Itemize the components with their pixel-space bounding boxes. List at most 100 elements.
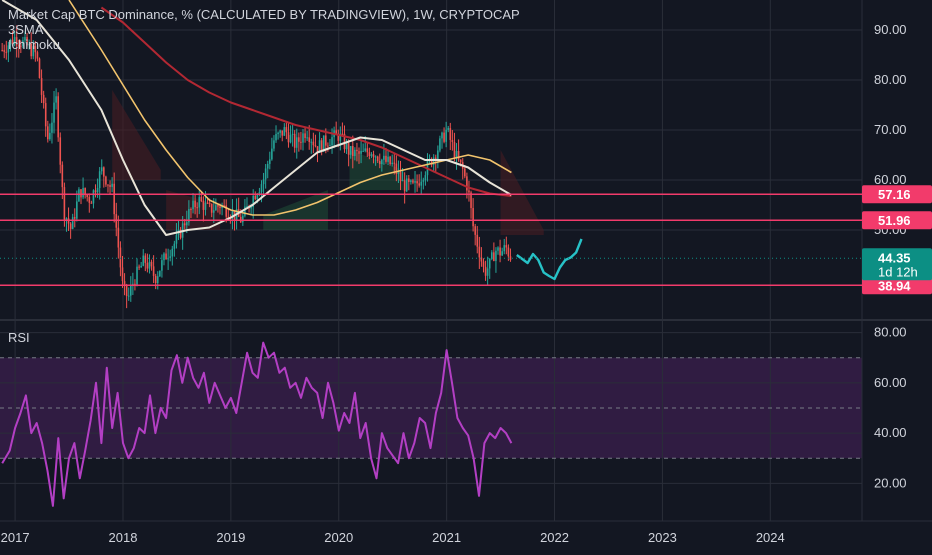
candle-body — [20, 45, 22, 47]
level-badge-51.96 — [862, 211, 932, 230]
candle — [107, 184, 109, 193]
candle — [368, 147, 371, 160]
rsi-legend[interactable]: RSI — [8, 330, 30, 345]
candle — [86, 194, 89, 202]
indicator-sma[interactable]: 3SMA — [8, 22, 44, 37]
chart-title[interactable]: Market Cap BTC Dominance, % (CALCULATED … — [8, 7, 520, 22]
candle — [308, 125, 311, 150]
candle — [127, 287, 130, 301]
candle — [73, 208, 76, 228]
candle-body — [482, 261, 485, 267]
candle-body — [84, 188, 86, 196]
candle — [302, 129, 304, 151]
candle-body — [165, 253, 167, 260]
candle-body — [374, 156, 377, 158]
candle — [295, 128, 298, 159]
candle-body — [144, 255, 147, 263]
candle — [264, 164, 267, 189]
candle-body — [289, 134, 292, 143]
candle-body — [383, 155, 385, 160]
y-tick-80.00: 80.00 — [874, 72, 907, 87]
candle — [123, 273, 126, 296]
x-tick-2020: 2020 — [324, 530, 353, 545]
candle — [486, 256, 489, 285]
candle — [173, 240, 176, 257]
candle-body — [103, 167, 105, 177]
candle-body — [109, 185, 111, 187]
candle-body — [22, 40, 24, 47]
candle — [381, 158, 383, 172]
candle — [84, 187, 86, 199]
candle-body — [3, 50, 6, 52]
candle-body — [434, 157, 437, 161]
candle-body — [150, 261, 153, 267]
candle-body — [71, 217, 74, 229]
candle-body — [98, 171, 101, 188]
candle-body — [389, 156, 391, 165]
candle — [385, 147, 387, 164]
candle — [175, 223, 178, 249]
level-badge-38.94 — [862, 276, 932, 295]
candle — [505, 236, 508, 255]
candle-body — [457, 151, 460, 160]
candle — [121, 255, 124, 288]
candle-body — [80, 189, 82, 198]
candle-body — [146, 262, 149, 269]
candle-body — [300, 141, 302, 143]
candle-body — [125, 284, 128, 296]
candle-body — [30, 43, 33, 57]
candle — [51, 113, 53, 144]
candle — [1, 42, 3, 52]
candle-body — [391, 162, 394, 165]
candle-body — [244, 206, 246, 216]
candle — [271, 137, 273, 161]
indicator-ichimoku[interactable]: Ichimoku — [8, 37, 61, 52]
candle-body — [486, 268, 489, 276]
candle-body — [107, 184, 109, 186]
candle-body — [156, 276, 159, 284]
candle — [501, 247, 503, 257]
candle-body — [320, 140, 323, 152]
candle-body — [399, 171, 402, 182]
candle — [159, 270, 161, 277]
candle-body — [337, 133, 340, 141]
candle — [161, 254, 163, 278]
main-legend: Market Cap BTC Dominance, % (CALCULATED … — [8, 7, 520, 52]
candle-body — [250, 206, 252, 209]
candle-body — [484, 266, 487, 276]
candle — [94, 184, 97, 198]
candle-body — [354, 149, 356, 157]
candle-body — [204, 202, 207, 210]
candle — [490, 250, 493, 261]
candle-body — [69, 223, 72, 229]
candle — [339, 126, 342, 151]
candle-body — [217, 205, 219, 207]
candle-body — [173, 243, 176, 249]
candle — [279, 129, 281, 138]
candle-body — [11, 39, 14, 44]
candle — [422, 177, 425, 190]
candle-body — [443, 132, 445, 142]
candle-body — [490, 252, 493, 259]
candle-body — [497, 247, 499, 251]
candle-body — [310, 141, 313, 143]
candle — [449, 122, 452, 151]
candle-body — [285, 127, 288, 133]
candle — [15, 25, 18, 58]
candle-body — [273, 140, 275, 149]
candle-body — [105, 176, 107, 185]
candle — [190, 207, 192, 219]
candle — [192, 193, 194, 214]
candle-body — [136, 266, 138, 285]
candle-body — [202, 200, 205, 210]
candle-body — [476, 234, 479, 247]
candle — [389, 155, 391, 166]
candle — [493, 242, 495, 262]
candle-body — [26, 37, 28, 46]
candle-body — [279, 130, 281, 133]
candle — [347, 139, 350, 167]
candle-body — [441, 132, 443, 139]
candle — [424, 171, 427, 186]
